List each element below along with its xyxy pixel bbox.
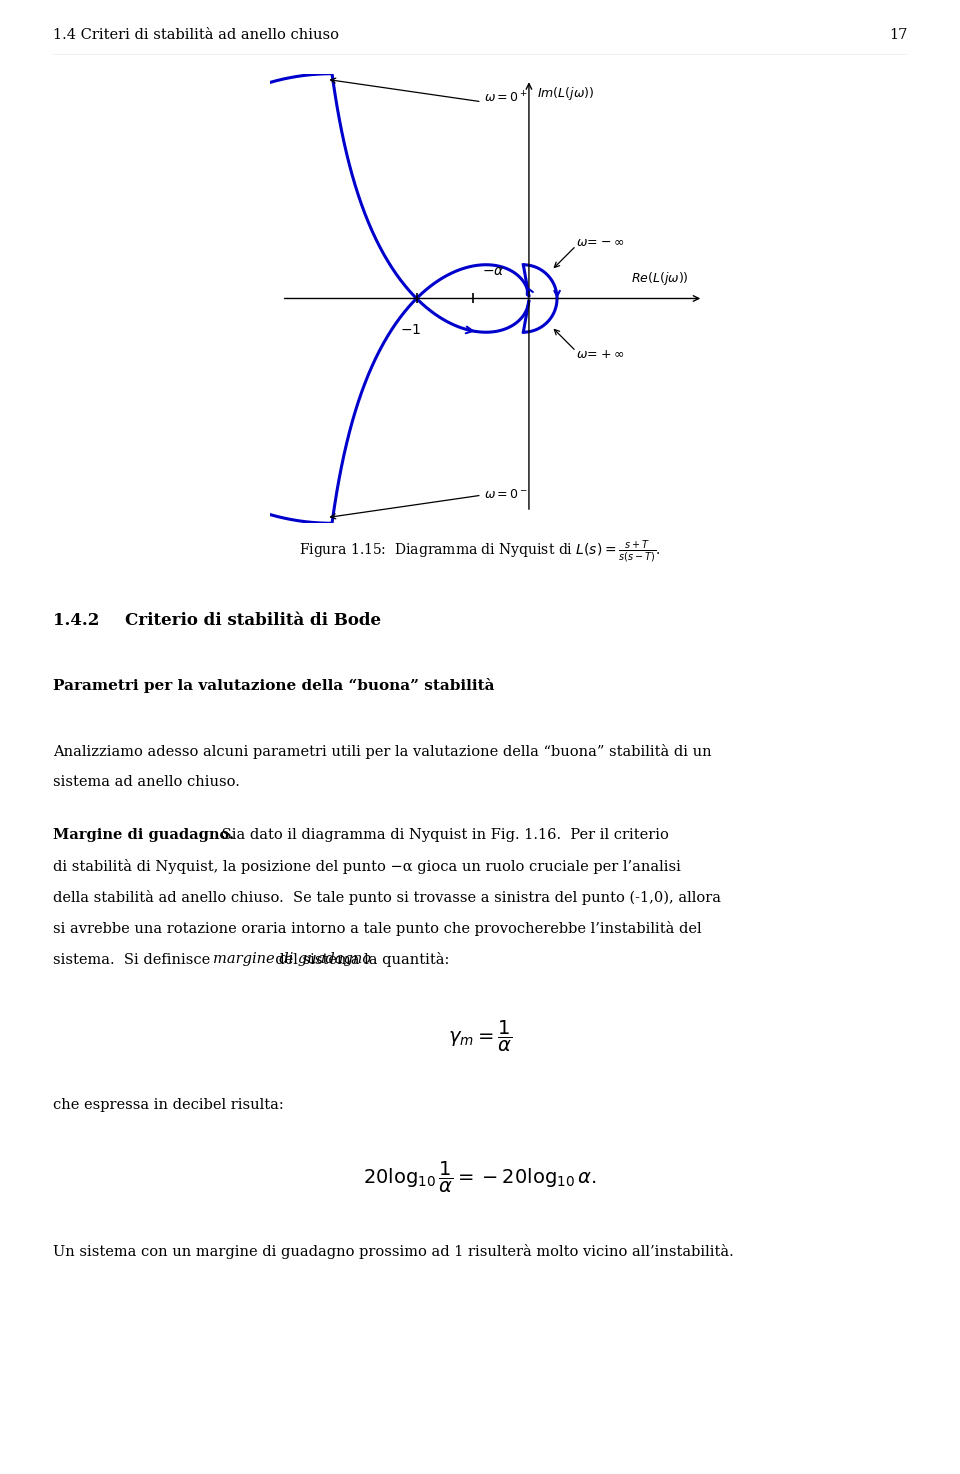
Text: Criterio di stabilità di Bode: Criterio di stabilità di Bode [126,612,381,629]
Text: che espressa in decibel risulta:: che espressa in decibel risulta: [53,1098,283,1111]
Text: 1.4.2: 1.4.2 [53,612,99,629]
Text: $\gamma_m = \dfrac{1}{\alpha}$: $\gamma_m = \dfrac{1}{\alpha}$ [448,1019,512,1054]
Text: $Re(L(j\omega))$: $Re(L(j\omega))$ [631,270,688,287]
Text: $Im(L(j\omega))$: $Im(L(j\omega))$ [537,85,594,102]
Text: $\omega = 0^+$: $\omega = 0^+$ [484,90,528,106]
Text: $-\alpha$: $-\alpha$ [482,264,504,279]
Text: margine di guadagno: margine di guadagno [213,952,372,965]
Text: sistema ad anello chiuso.: sistema ad anello chiuso. [53,775,240,789]
Text: della stabilità ad anello chiuso.  Se tale punto si trovasse a sinistra del punt: della stabilità ad anello chiuso. Se tal… [53,890,721,905]
Text: $\omega = 0^-$: $\omega = 0^-$ [484,488,528,501]
Text: $\omega\!=\!-\infty$: $\omega\!=\!-\infty$ [576,236,624,249]
Text: $-1$: $-1$ [400,323,421,338]
Text: $20\log_{10}\dfrac{1}{\alpha} = -20\log_{10}\alpha.$: $20\log_{10}\dfrac{1}{\alpha} = -20\log_… [363,1160,597,1195]
Text: 17: 17 [889,28,907,41]
Text: Analizziamo adesso alcuni parametri utili per la valutazione della “buona” stabi: Analizziamo adesso alcuni parametri util… [53,744,711,759]
Text: Un sistema con un margine di guadagno prossimo ad 1 risulterà molto vicino all’i: Un sistema con un margine di guadagno pr… [53,1244,733,1259]
Text: sistema.  Si definisce                      del sistema la quantità:: sistema. Si definisce del sistema la qua… [53,952,449,967]
Text: Figura 1.15:  Diagramma di Nyquist di $L(s) = \frac{s+T}{s(s-T)}$.: Figura 1.15: Diagramma di Nyquist di $L(… [300,538,660,565]
Text: Sia dato il diagramma di Nyquist in Fig. 1.16.  Per il criterio: Sia dato il diagramma di Nyquist in Fig.… [217,828,669,842]
Text: di stabilità di Nyquist, la posizione del punto −α gioca un ruolo cruciale per l: di stabilità di Nyquist, la posizione de… [53,859,681,874]
Text: 1.4 Criteri di stabilità ad anello chiuso: 1.4 Criteri di stabilità ad anello chius… [53,28,339,41]
Text: $\omega\!=\!+\infty$: $\omega\!=\!+\infty$ [576,348,624,361]
Text: si avrebbe una rotazione oraria intorno a tale punto che provocherebbe l’instabi: si avrebbe una rotazione oraria intorno … [53,921,702,936]
Text: Margine di guadagno.: Margine di guadagno. [53,828,234,842]
Text: Parametri per la valutazione della “buona” stabilità: Parametri per la valutazione della “buon… [53,678,494,693]
